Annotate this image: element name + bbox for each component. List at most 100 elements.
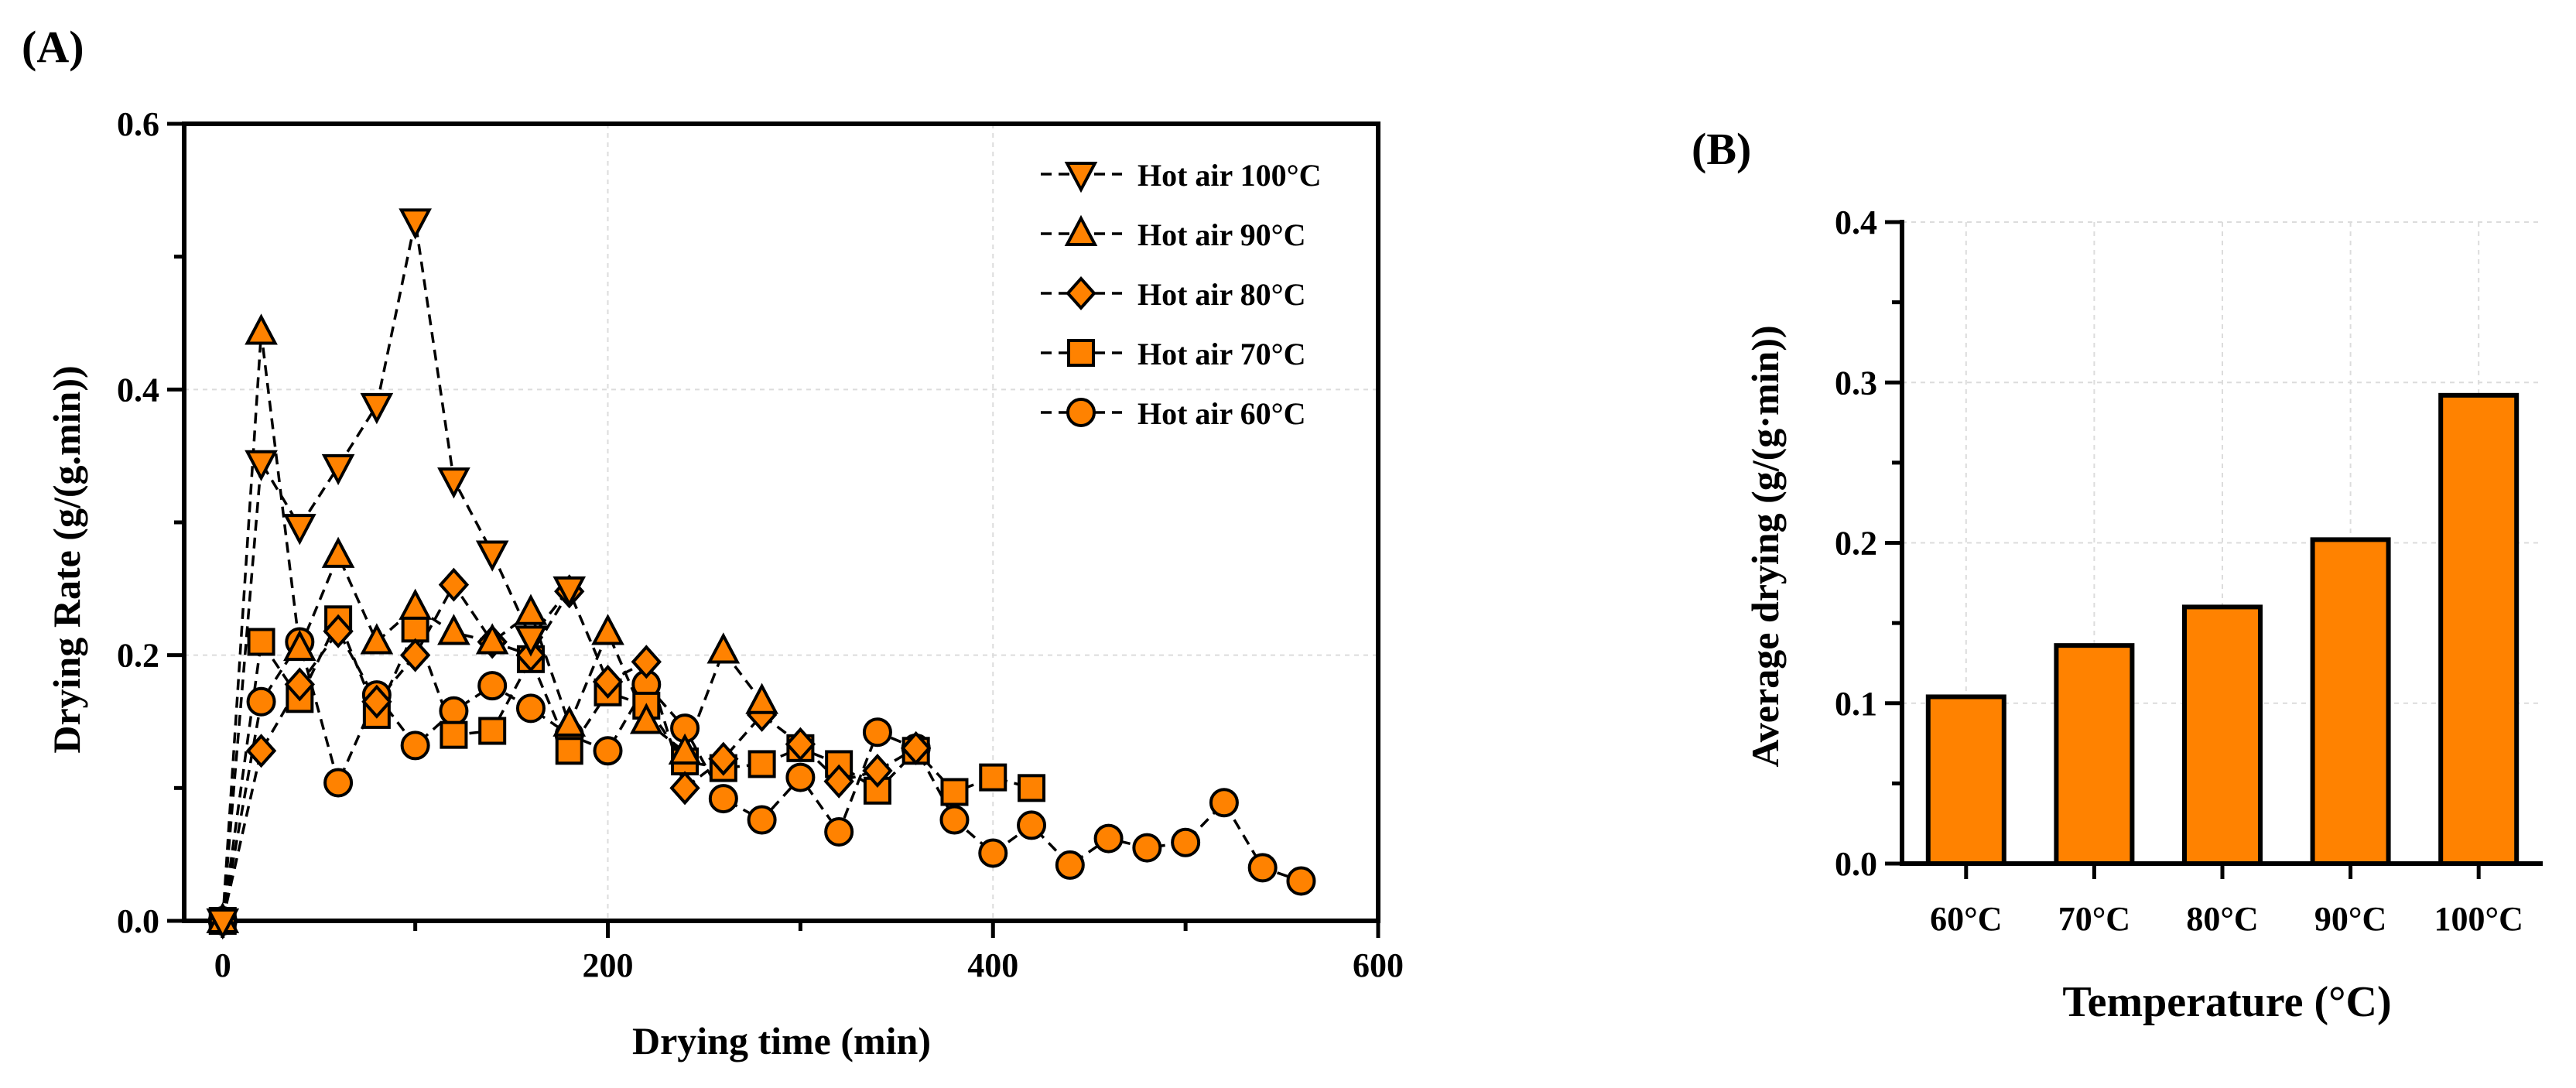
panel-a-point-4 [593, 736, 623, 766]
panel-a-point-4 [400, 730, 430, 761]
panel-a-legend-label: Hot air 90°C [1137, 217, 1305, 252]
panel-b-bar [1925, 694, 2006, 867]
panel-a-point-4 [477, 671, 508, 701]
panel-b-ytick-label: 0.3 [1835, 364, 1877, 402]
panel-a-point-4 [1093, 823, 1124, 854]
panel-a-series-line-3 [221, 615, 1032, 922]
panel-a-point-0 [321, 453, 355, 486]
panel-a-xtick-label: 400 [967, 946, 1018, 984]
panel-a-ytick-label: 0.6 [117, 105, 159, 143]
panel-a-point-1 [360, 623, 394, 655]
panel-a-point-1 [745, 683, 778, 714]
panel-a-point-3 [940, 778, 969, 806]
panel-a-point-2 [399, 638, 431, 672]
panel-a-point-4 [439, 696, 469, 726]
panel-a-point-1 [514, 594, 548, 625]
panel-a-point-4 [323, 768, 354, 798]
panel-a-point-3 [401, 614, 429, 643]
panel-a-point-4 [1055, 850, 1085, 880]
panel-a-series-line-0 [221, 220, 571, 922]
panel-a-point-3 [555, 737, 583, 765]
panel-a-point-0 [399, 208, 432, 240]
panel-b-ytick-label: 0.2 [1835, 525, 1877, 563]
panel-a-point-2 [862, 754, 893, 789]
panel-a-point-0 [475, 540, 509, 572]
panel-a-xtick-label: 200 [583, 946, 634, 984]
panel-b-ytick-label: 0.1 [1835, 685, 1877, 723]
panel-a-point-1 [475, 623, 509, 655]
panel-a-point-3 [478, 717, 507, 745]
panel-a-ytick-label: 0.0 [117, 902, 159, 940]
panel-a-legend-label: Hot air 80°C [1137, 277, 1305, 312]
panel-a-point-2 [708, 741, 739, 776]
panel-a-point-4 [747, 805, 777, 835]
panel-a-point-1 [629, 703, 663, 734]
panel-a-point-4 [1017, 810, 1047, 840]
panel-a-point-4 [862, 717, 892, 748]
panel-a-ylabel: Drying Rate (g/(g.min)) [45, 365, 88, 753]
panel-a-point-1 [706, 632, 741, 664]
panel-a-point-2 [631, 645, 662, 679]
panel-a-point-1 [552, 705, 587, 737]
panel-a-point-1 [591, 614, 624, 645]
panel-a-legend-label: Hot air 60°C [1137, 396, 1305, 431]
panel-a-point-0 [437, 467, 470, 499]
panel-b-xtick-label: 80°C [2186, 900, 2258, 938]
panel-a-point-4 [1247, 853, 1278, 883]
panel-a-point-4 [939, 805, 970, 835]
panel-a-point-3 [247, 628, 275, 656]
panel-b-label: (B) [1692, 124, 1751, 174]
panel-a-point-2 [901, 730, 932, 765]
panel-a-legend-marker [1064, 162, 1098, 193]
panel-a-point-4 [785, 762, 816, 792]
panel-a-point-4 [1209, 788, 1239, 818]
panel-b-plot: 0.0 0.1 0.2 0.3 0.4 60°C 70°C 80°C 90°C 100°C [1835, 204, 2543, 938]
panel-a-plot: 0 200 400 600 0.0 0.2 0.4 0.6 Hot air 100°C Hot a… [117, 105, 1404, 984]
panel-a-point-0 [360, 392, 394, 425]
panel-a-point-2 [669, 771, 700, 806]
panel-a-point-4 [515, 693, 546, 724]
panel-b-xlabel: Temperature (°C) [2062, 978, 2391, 1026]
panel-a-point-2 [284, 667, 316, 702]
panel-a-point-0 [245, 450, 278, 482]
panel-a-legend-marker [1066, 398, 1096, 427]
panel-a-legend-label: Hot air 70°C [1137, 337, 1305, 371]
panel-a-point-2 [245, 734, 277, 768]
panel-b-ytick-label: 0.0 [1835, 845, 1877, 883]
panel-a-point-1 [283, 629, 316, 662]
panel-a-point-2 [592, 665, 624, 699]
panel-a-point-1 [245, 313, 278, 345]
panel-a-point-3 [1018, 774, 1046, 802]
panel-b-xtick-label: 70°C [2058, 900, 2130, 938]
panel-a-point-2 [823, 764, 854, 799]
panel-a-point-1 [399, 588, 432, 620]
panel-a-point-2 [785, 727, 816, 761]
panel-b-bar [2438, 392, 2520, 866]
panel-b-xtick-label: 100°C [2434, 900, 2523, 938]
panel-a-point-4 [978, 838, 1008, 868]
panel-a-point-1 [668, 733, 702, 765]
panel-a-point-0 [552, 576, 587, 608]
panel-a-point-2 [438, 567, 470, 602]
panel-a-point-3 [979, 763, 1007, 792]
panel-b-xtick-label: 60°C [1930, 900, 2002, 938]
panel-b-bar [2310, 537, 2391, 866]
panel-a-ytick-label: 0.4 [117, 371, 159, 409]
panel-a-point-3 [747, 750, 776, 778]
panel-a-point-2 [361, 684, 392, 719]
panel-b-ytick-label: 0.4 [1835, 204, 1877, 241]
panel-a-point-0 [206, 908, 240, 940]
panel-a-point-4 [824, 816, 854, 847]
panel-a-point-4 [1171, 827, 1201, 857]
panel-a-point-4 [1286, 866, 1316, 896]
panel-a-point-4 [246, 686, 276, 717]
panel-a-ytick-label: 0.2 [117, 637, 159, 675]
panel-b-bar [2054, 643, 2135, 866]
panel-a-legend-label: Hot air 100°C [1137, 158, 1321, 193]
panel-a-label: (A) [22, 22, 84, 72]
panel-a-legend-marker [1067, 339, 1095, 367]
panel-b-bar [2182, 604, 2263, 867]
panel-a-point-0 [514, 625, 548, 657]
panel-a-point-3 [440, 720, 468, 749]
